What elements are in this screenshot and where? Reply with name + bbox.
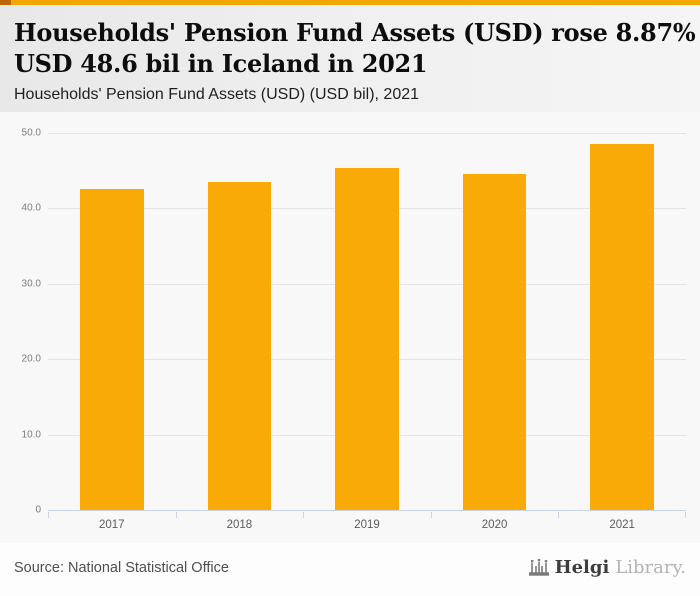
chart-area: 0 10.0 20.0 30.0 40.0 50.0 2017 2018 2019 2020 20… — [0, 112, 700, 543]
y-axis-label-30.0: 30.0 — [21, 278, 41, 290]
footer: Source: National Statistical Office Helg… — [0, 543, 700, 596]
x-axis-label-2018: 2018 — [175, 512, 304, 542]
page-title-line-2: USD 48.6 bil in Iceland in 2021 — [14, 49, 428, 78]
bar-2018 — [207, 182, 272, 510]
page-title-line-1: Households' Pension Fund Assets (USD) ro… — [14, 18, 700, 47]
x-axis-label-2019: 2019 — [303, 512, 431, 542]
helgilibrary-logo[interactable]: Helgi Library. — [528, 557, 686, 578]
bar-2017 — [79, 188, 144, 510]
corner-accent-square — [0, 0, 11, 8]
x-axis-label-2020: 2020 — [430, 512, 559, 542]
helgi-bridge-icon — [528, 559, 549, 576]
y-axis-label-50.0: 50.0 — [21, 127, 41, 139]
plot-area: 0 10.0 20.0 30.0 40.0 50.0 — [22, 128, 686, 516]
bar-2021 — [590, 143, 655, 510]
y-axis-label-10.0: 10.0 — [21, 429, 41, 441]
chart-subtitle: Households' Pension Fund Assets (USD) (U… — [14, 86, 420, 103]
logo-text-helgi: Helgi — [554, 557, 610, 578]
header: Households' Pension Fund Assets (USD) ro… — [0, 5, 700, 112]
y-axis-label-40.0: 40.0 — [21, 202, 41, 214]
bar-2020 — [462, 173, 527, 510]
x-axis: 2017 2018 2019 2020 2021 — [48, 512, 686, 542]
logo-text-library: Library. — [615, 557, 686, 578]
source-note: Source: National Statistical Office — [14, 560, 229, 576]
gridline-50.0 — [48, 133, 686, 134]
x-axis-label-2017: 2017 — [48, 512, 176, 542]
x-axis-label-2021: 2021 — [558, 512, 686, 542]
top-accent-bar — [0, 0, 700, 5]
bar-2019 — [335, 167, 399, 510]
y-axis-label-20.0: 20.0 — [21, 353, 41, 365]
y-axis-label-0: 0 — [35, 504, 41, 516]
